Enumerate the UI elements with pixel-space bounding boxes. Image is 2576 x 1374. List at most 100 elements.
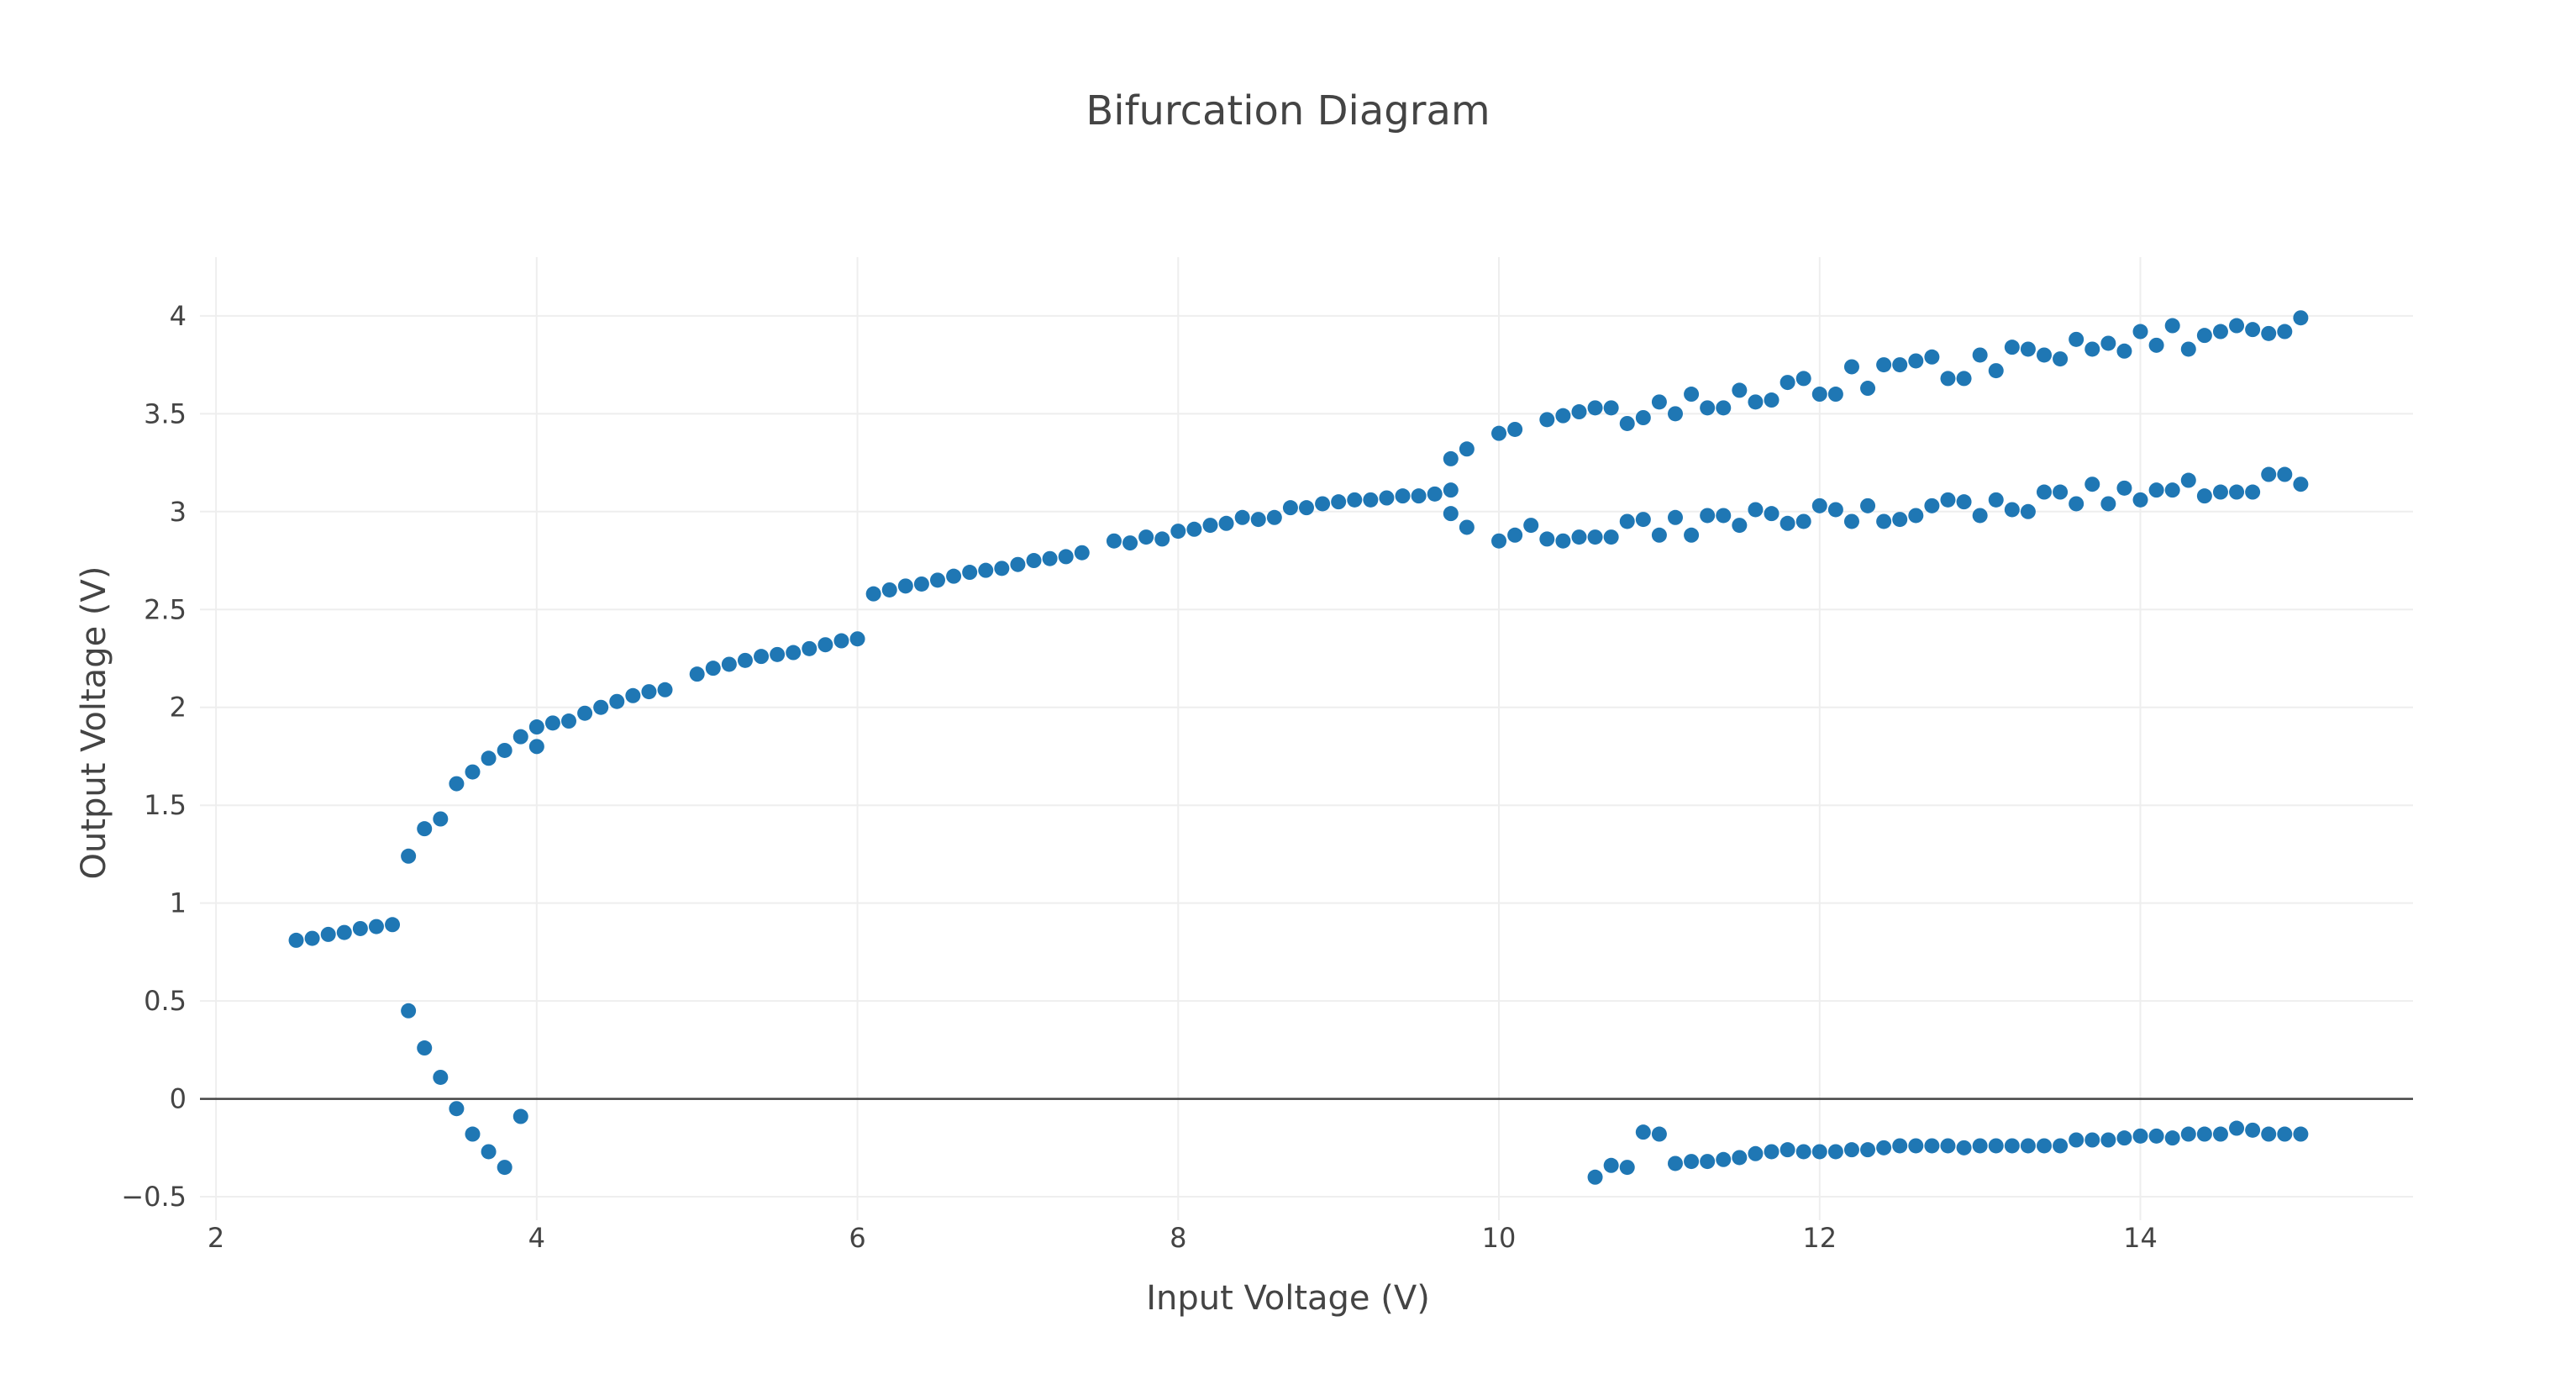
data-point	[2293, 310, 2309, 326]
data-point	[1732, 382, 1748, 398]
data-point	[1924, 1138, 1940, 1154]
data-point	[2245, 1122, 2261, 1138]
data-point	[1876, 1140, 1892, 1156]
data-point	[657, 682, 673, 698]
data-point	[561, 713, 576, 729]
data-point	[1700, 1154, 1716, 1170]
data-point	[897, 578, 913, 594]
data-point	[2245, 322, 2261, 338]
data-point	[2053, 1138, 2069, 1154]
data-point	[433, 1069, 449, 1085]
data-point	[641, 684, 657, 700]
data-point	[1780, 515, 1795, 531]
data-point	[1940, 1138, 1956, 1154]
data-point	[1956, 1140, 1972, 1156]
data-point	[1491, 533, 1507, 549]
data-point	[1988, 492, 2004, 508]
data-point	[1892, 512, 1908, 528]
x-tick-label: 8	[1170, 1222, 1186, 1254]
data-point	[2229, 1120, 2245, 1136]
data-point	[2053, 484, 2069, 500]
data-point	[2277, 466, 2293, 482]
data-point	[1860, 381, 1876, 397]
data-point	[1827, 1144, 1843, 1160]
data-point	[865, 586, 881, 602]
data-point	[2116, 343, 2132, 359]
x-tick-label: 14	[2123, 1222, 2158, 1254]
data-point	[1843, 513, 1859, 529]
data-point	[1780, 1142, 1795, 1158]
data-point	[2020, 503, 2036, 519]
data-point	[2020, 1138, 2036, 1154]
data-point	[913, 576, 929, 592]
data-point	[1988, 1138, 2004, 1154]
data-point	[1282, 500, 1298, 516]
data-point	[544, 715, 560, 731]
data-point	[2164, 318, 2180, 334]
y-tick-label: 2	[170, 692, 187, 724]
data-point	[1106, 533, 1122, 549]
data-point	[2069, 496, 2084, 512]
data-point	[1266, 509, 1282, 525]
data-point	[1748, 394, 1764, 410]
data-point	[1443, 450, 1459, 466]
data-point	[833, 633, 849, 649]
data-point	[1827, 387, 1843, 403]
data-point	[1668, 406, 1683, 422]
data-point	[1668, 1156, 1683, 1171]
y-tick-label: 1	[170, 887, 187, 919]
data-point	[2229, 318, 2245, 334]
data-point	[1507, 421, 1523, 437]
data-point	[1684, 387, 1700, 403]
data-point	[2132, 492, 2148, 508]
data-point	[1186, 521, 1202, 537]
data-point	[497, 1160, 513, 1176]
x-tick-label: 6	[849, 1222, 865, 1254]
data-point	[1619, 415, 1635, 431]
data-point	[1972, 1138, 1988, 1154]
data-point	[465, 1126, 481, 1142]
data-point	[1138, 529, 1154, 545]
data-point	[2212, 324, 2228, 340]
data-point	[978, 562, 994, 578]
data-point	[881, 582, 897, 598]
data-point	[1507, 527, 1523, 543]
data-point	[2100, 496, 2116, 512]
data-point	[1892, 1138, 1908, 1154]
data-point	[1491, 425, 1507, 441]
data-point	[1651, 394, 1667, 410]
data-point	[433, 811, 449, 827]
data-point	[1956, 494, 1972, 510]
data-point	[2100, 1132, 2116, 1148]
data-point	[304, 930, 320, 946]
data-point	[1443, 482, 1459, 498]
x-tick-label: 2	[208, 1222, 224, 1254]
data-point	[1668, 509, 1683, 525]
data-point	[2148, 1128, 2164, 1144]
y-tick-label: 3	[170, 496, 187, 528]
data-point	[2004, 340, 2020, 355]
data-point	[2148, 337, 2164, 353]
data-point	[1635, 512, 1651, 528]
data-point	[1042, 550, 1058, 566]
data-point	[1795, 371, 1811, 387]
data-point	[1427, 486, 1443, 502]
data-point	[481, 750, 497, 766]
data-point	[625, 687, 641, 703]
y-tick-label: 1.5	[144, 789, 187, 821]
data-point	[417, 1040, 433, 1056]
data-point	[1619, 1160, 1635, 1176]
data-point	[1764, 506, 1780, 522]
data-point	[1684, 1154, 1700, 1170]
data-point	[1331, 494, 1347, 510]
data-point	[2164, 1130, 2180, 1146]
data-point	[1876, 513, 1892, 529]
gridlines	[200, 257, 2413, 1220]
data-point	[1700, 400, 1716, 416]
y-tick-labels: −0.5 0 0.5 1 1.5 2 2.5 3 3.5 4	[121, 300, 187, 1213]
data-points	[288, 310, 2309, 1185]
data-point	[1363, 492, 1379, 508]
data-point	[2245, 484, 2261, 500]
data-point	[2196, 328, 2212, 344]
